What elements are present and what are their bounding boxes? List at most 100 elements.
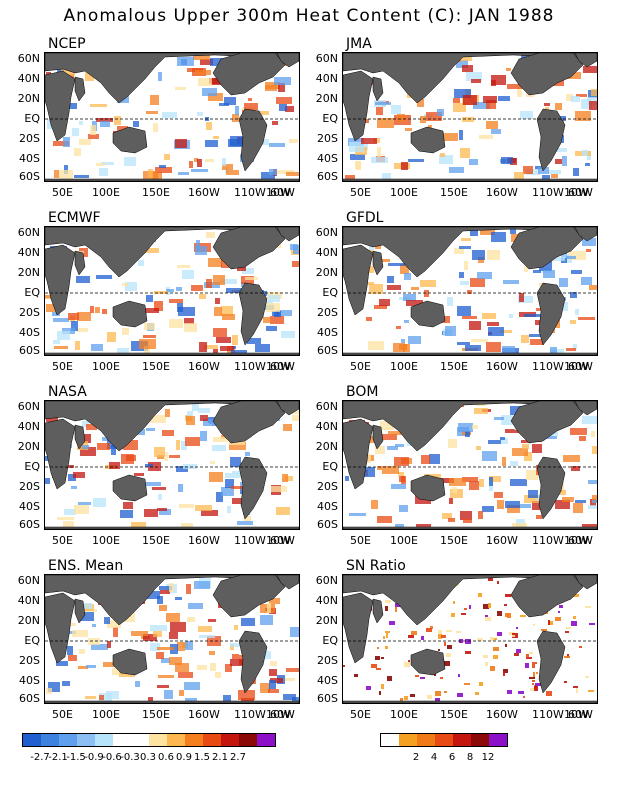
anomaly-cell	[458, 423, 473, 432]
anomaly-cell	[588, 690, 594, 692]
landmass	[372, 598, 384, 624]
map-panel: GFDL 60N 40N 20N EQ 20S 40S 60S 50E 100E 150E 160W 1…	[316, 210, 618, 386]
anomaly-cell	[459, 272, 464, 278]
anomaly-cell	[237, 265, 246, 271]
anomaly-cell	[592, 495, 597, 503]
anomaly-cell	[570, 320, 576, 324]
anomaly-cell	[394, 457, 409, 466]
anomaly-cell	[184, 318, 194, 324]
latitude-label: 20S	[19, 132, 40, 145]
anomaly-cell	[197, 159, 202, 167]
anomaly-cell	[195, 246, 207, 255]
anomaly-cell	[397, 114, 405, 122]
anomaly-cell	[447, 297, 453, 306]
anomaly-cell	[286, 668, 299, 672]
anomaly-cell	[366, 317, 372, 321]
anomaly-cell	[234, 625, 238, 630]
latitude-label: 40S	[19, 674, 40, 687]
anomaly-cell	[486, 342, 501, 352]
landmass	[372, 76, 384, 102]
anomaly-cell	[424, 290, 429, 297]
anomaly-cell	[224, 97, 236, 105]
longitude-label: 10W	[266, 186, 291, 199]
longitude-label: 150E	[440, 708, 468, 721]
anomaly-cell	[401, 162, 408, 170]
anomaly-cell	[545, 107, 549, 111]
anomaly-cell	[451, 613, 455, 617]
map-svg	[343, 575, 597, 703]
anomaly-cell	[381, 434, 397, 440]
latitude-label: 20S	[317, 306, 338, 319]
anomaly-cell	[438, 649, 440, 651]
anomaly-cell	[497, 632, 502, 636]
anomaly-cell	[162, 430, 174, 436]
anomaly-cell	[493, 647, 499, 651]
anomaly-cell	[143, 335, 156, 338]
panel-title: NCEP	[48, 36, 86, 52]
anomaly-cell	[138, 260, 144, 266]
anomaly-cell	[73, 472, 85, 478]
longitude-label: 150E	[142, 186, 170, 199]
anomaly-cell	[72, 630, 88, 637]
landmass	[510, 575, 584, 618]
anomaly-cell	[72, 128, 79, 136]
anomaly-cell	[48, 682, 60, 692]
anomaly-cell	[534, 686, 538, 691]
longitude-label: 60W	[270, 534, 295, 547]
anomaly-cell	[95, 307, 100, 313]
longitude-label: 10W	[564, 708, 589, 721]
anomaly-cell	[395, 603, 401, 607]
anomaly-cell	[148, 697, 153, 703]
anomaly-cell	[270, 678, 283, 683]
anomaly-cell	[559, 605, 563, 608]
anomaly-cell	[268, 689, 279, 693]
anomaly-cell	[521, 440, 530, 443]
anomaly-cell	[556, 490, 566, 495]
anomaly-cell	[80, 603, 92, 609]
anomaly-cell	[196, 240, 200, 250]
anomaly-cell	[177, 57, 194, 66]
anomaly-cell	[469, 159, 478, 165]
longitude-label: 100E	[390, 186, 418, 199]
anomaly-cell	[290, 627, 299, 637]
anomaly-cell	[523, 166, 533, 174]
anomaly-cell	[139, 339, 156, 349]
anomaly-cell	[271, 486, 287, 492]
colorbar-label: 4	[430, 752, 438, 763]
colorbar-label: 2.1	[212, 752, 228, 763]
anomaly-cell	[408, 336, 421, 344]
map-panel: SN Ratio 60N 40N 20N EQ 20S 40S 60S 50E 100E 150E 1…	[316, 558, 618, 734]
anomaly-cell	[522, 444, 529, 449]
anomaly-cell	[272, 121, 278, 125]
anomaly-cell	[144, 323, 155, 330]
anomaly-cell	[66, 623, 76, 626]
anomaly-cell	[148, 462, 161, 471]
anomaly-cell	[86, 665, 96, 668]
anomaly-cell	[532, 664, 535, 668]
colorbar-label: -0.3	[120, 752, 140, 763]
anomaly-cell	[521, 53, 527, 59]
latitude-label: 20S	[19, 654, 40, 667]
panel-title: ENS. Mean	[48, 558, 124, 574]
anomaly-cell	[121, 454, 134, 464]
anomaly-cell	[377, 259, 390, 262]
anomaly-cell	[421, 455, 430, 464]
anomaly-cell	[408, 635, 414, 638]
latitude-label: 40S	[317, 152, 338, 165]
anomaly-cell	[146, 428, 155, 431]
anomaly-cell	[546, 691, 552, 696]
landmass	[45, 178, 299, 181]
anomaly-cell	[576, 688, 578, 693]
anomaly-cell	[235, 106, 239, 115]
anomaly-cell	[399, 505, 408, 512]
anomaly-cell	[349, 142, 364, 152]
anomaly-cell	[465, 639, 471, 644]
latitude-label: EQ	[24, 460, 40, 473]
anomaly-cell	[244, 516, 251, 521]
anomaly-cell	[150, 415, 166, 423]
anomaly-cell	[157, 647, 174, 650]
colorbar-swatch	[381, 734, 399, 746]
latitude-label: 40N	[17, 246, 40, 259]
anomaly-cell	[146, 295, 153, 302]
longitude-label: 100E	[92, 360, 120, 373]
